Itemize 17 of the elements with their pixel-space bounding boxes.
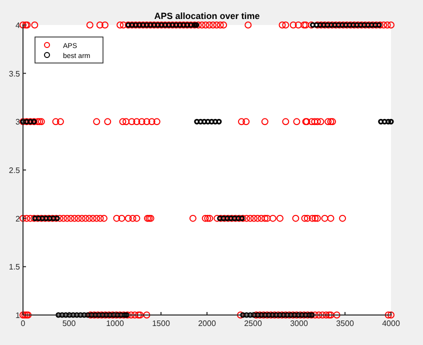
y-tick-label: 3.5 <box>8 69 21 78</box>
x-tick-label: 2000 <box>198 319 216 328</box>
x-tick-label: 1000 <box>106 319 124 328</box>
x-tick-label: 3000 <box>290 319 308 328</box>
x-tick-label: 500 <box>62 319 76 328</box>
x-tick-label: 2500 <box>244 319 262 328</box>
x-tick-label: 4000 <box>382 319 400 328</box>
y-tick-label: 2 <box>16 214 21 224</box>
chart-title: APS allocation over time <box>154 11 260 21</box>
x-tick-label: 1500 <box>152 319 170 328</box>
y-tick-label: 4 <box>16 21 21 30</box>
y-tick-label: 2.5 <box>8 166 21 175</box>
x-tick-label: 3500 <box>336 319 354 328</box>
y-tick-label: 1.5 <box>8 262 21 272</box>
y-tick-label: 3 <box>16 118 21 127</box>
x-tick-label: 0 <box>20 319 26 328</box>
y-tick-label: 1 <box>16 311 21 320</box>
